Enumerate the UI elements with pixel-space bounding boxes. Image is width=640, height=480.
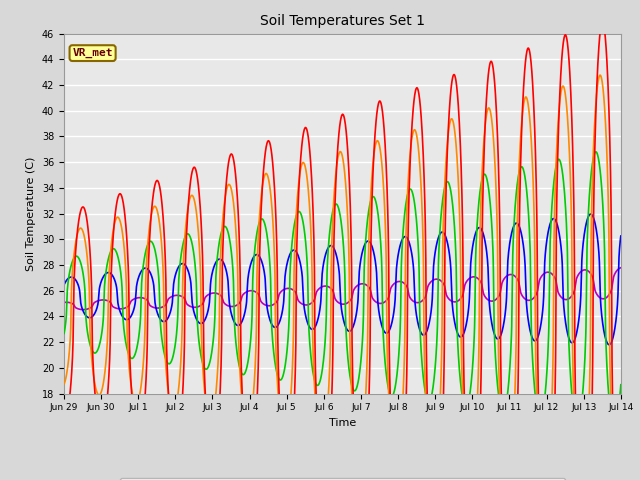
Legend: Tsoil -2cm, Tsoil -4cm, Tsoil -8cm, Tsoil -16cm, Tsoil -32cm: Tsoil -2cm, Tsoil -4cm, Tsoil -8cm, Tsoi… — [120, 478, 564, 480]
X-axis label: Time: Time — [329, 418, 356, 428]
Y-axis label: Soil Temperature (C): Soil Temperature (C) — [26, 156, 36, 271]
Text: VR_met: VR_met — [72, 48, 113, 58]
Title: Soil Temperatures Set 1: Soil Temperatures Set 1 — [260, 14, 425, 28]
